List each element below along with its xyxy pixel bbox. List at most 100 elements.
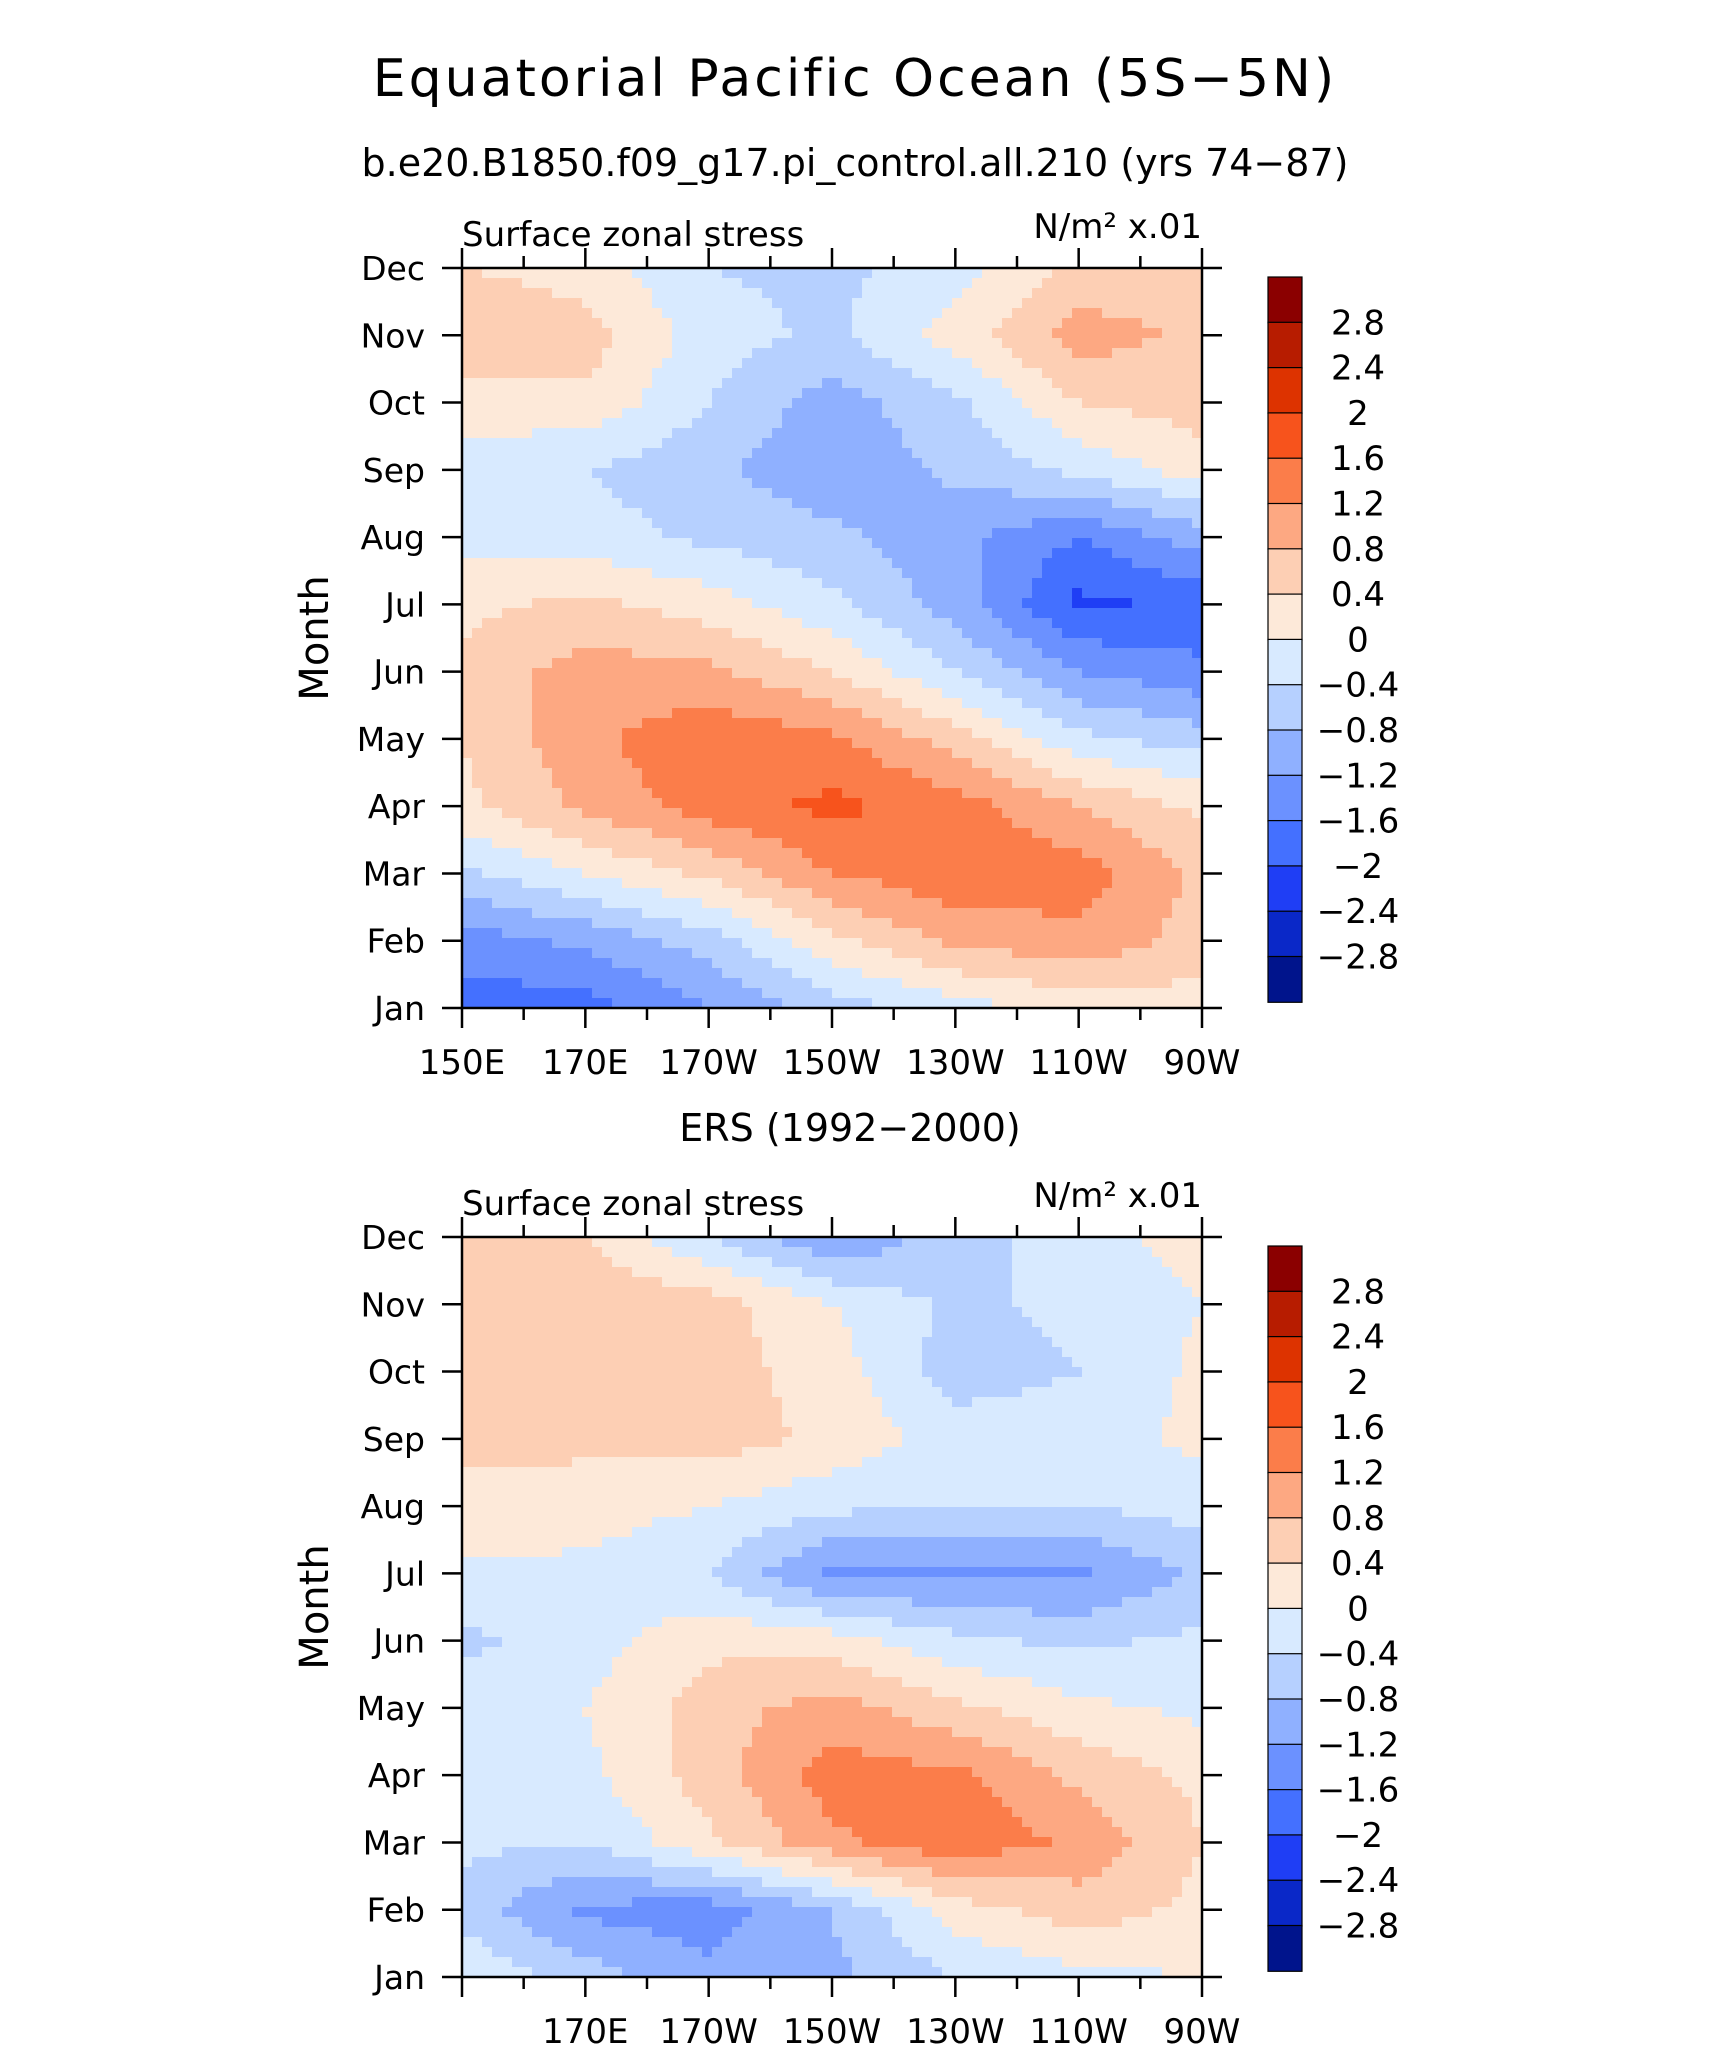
heatmap-cell [942, 368, 953, 379]
heatmap-cell [1082, 608, 1093, 619]
heatmap-cell [542, 598, 553, 609]
heatmap-cell [772, 348, 783, 359]
heatmap-cell [602, 328, 613, 339]
heatmap-cell [932, 788, 943, 799]
heatmap-cell [682, 498, 693, 509]
heatmap-cell [932, 898, 943, 909]
heatmap-cell [762, 698, 773, 709]
heatmap-cell [582, 748, 593, 759]
heatmap-cell [1032, 598, 1043, 609]
heatmap-cell [952, 738, 963, 749]
heatmap-cell [642, 468, 653, 479]
heatmap-cell [802, 888, 813, 899]
heatmap-cell [832, 898, 843, 909]
heatmap-cell [1172, 818, 1183, 829]
heatmap-cell [1062, 468, 1073, 479]
heatmap-cell [602, 338, 613, 349]
heatmap-cell [752, 558, 763, 569]
heatmap-cell [1082, 678, 1093, 689]
heatmap-cell [462, 828, 473, 839]
heatmap-cell [1052, 778, 1063, 789]
heatmap-cell [582, 908, 593, 919]
heatmap-cell [982, 548, 993, 559]
heatmap-cell [622, 278, 633, 289]
heatmap-cell [1022, 728, 1033, 739]
heatmap-cell [702, 348, 713, 359]
heatmap-cell [982, 358, 993, 369]
heatmap-cell [652, 618, 663, 629]
heatmap-cell [1062, 818, 1073, 829]
heatmap-cell [562, 878, 573, 889]
heatmap-cell [1072, 878, 1083, 889]
heatmap-cell [1152, 308, 1163, 319]
heatmap-cell [552, 458, 563, 469]
heatmap-cell [852, 608, 863, 619]
heatmap-cell [1042, 568, 1053, 579]
heatmap-cell [1182, 678, 1193, 689]
heatmap-cell [1172, 838, 1183, 849]
heatmap-cell [1102, 888, 1113, 899]
heatmap-cell [962, 378, 973, 389]
heatmap-cell [642, 418, 653, 429]
heatmap-cell [512, 268, 523, 279]
heatmap-cell [522, 798, 533, 809]
heatmap-cell [1112, 498, 1123, 509]
heatmap-cell [612, 668, 623, 679]
heatmap-cell [1132, 878, 1143, 889]
heatmap-cell [852, 408, 863, 419]
heatmap-cell [1132, 538, 1143, 549]
heatmap-cell [842, 588, 853, 599]
heatmap-cell [1092, 618, 1103, 629]
heatmap-cell [1002, 498, 1013, 509]
heatmap-cell [1192, 558, 1203, 569]
heatmap-cell [802, 408, 813, 419]
heatmap-cell [1152, 558, 1163, 569]
heatmap-cell [572, 338, 583, 349]
heatmap-cell [462, 658, 473, 669]
heatmap-cell [482, 848, 493, 859]
heatmap-cell [1152, 608, 1163, 619]
heatmap-cell [952, 478, 963, 489]
heatmap-cell [672, 378, 683, 389]
heatmap-cell [832, 878, 843, 889]
heatmap-cell [842, 808, 853, 819]
heatmap-cell [812, 788, 823, 799]
heatmap-cell [602, 448, 613, 459]
heatmap-cell [1032, 478, 1043, 489]
heatmap-cell [1132, 828, 1143, 839]
heatmap-cell [1092, 738, 1103, 749]
heatmap-cell [852, 808, 863, 819]
heatmap-cell [912, 308, 923, 319]
heatmap-cell [612, 328, 623, 339]
heatmap-cell [1062, 398, 1073, 409]
heatmap-cell [1142, 608, 1153, 619]
heatmap-cell [1112, 338, 1123, 349]
heatmap-cell [942, 538, 953, 549]
heatmap-cell [832, 418, 843, 429]
heatmap-cell [1032, 578, 1043, 589]
heatmap-cell [1072, 328, 1083, 339]
heatmap-cell [552, 638, 563, 649]
heatmap-cell [702, 578, 713, 589]
heatmap-cell [842, 328, 853, 339]
heatmap-cell [1172, 318, 1183, 329]
heatmap-cell [772, 648, 783, 659]
heatmap-cell [502, 378, 513, 389]
heatmap-cell [1162, 678, 1173, 689]
heatmap-cell [862, 878, 873, 889]
heatmap-cell [1122, 578, 1133, 589]
heatmap-cell [912, 538, 923, 549]
heatmap-cell [622, 488, 633, 499]
heatmap-cell [1072, 528, 1083, 539]
heatmap-cell [972, 388, 983, 399]
heatmap-cell [872, 498, 883, 509]
heatmap-cell [562, 588, 573, 599]
heatmap-cell [752, 698, 763, 709]
heatmap-cell [672, 808, 683, 819]
heatmap-cell [532, 938, 543, 949]
heatmap-cell [762, 308, 773, 319]
heatmap-cell [932, 878, 943, 889]
heatmap-cell [942, 358, 953, 369]
heatmap-cell [862, 628, 873, 639]
heatmap-cell [1052, 398, 1063, 409]
